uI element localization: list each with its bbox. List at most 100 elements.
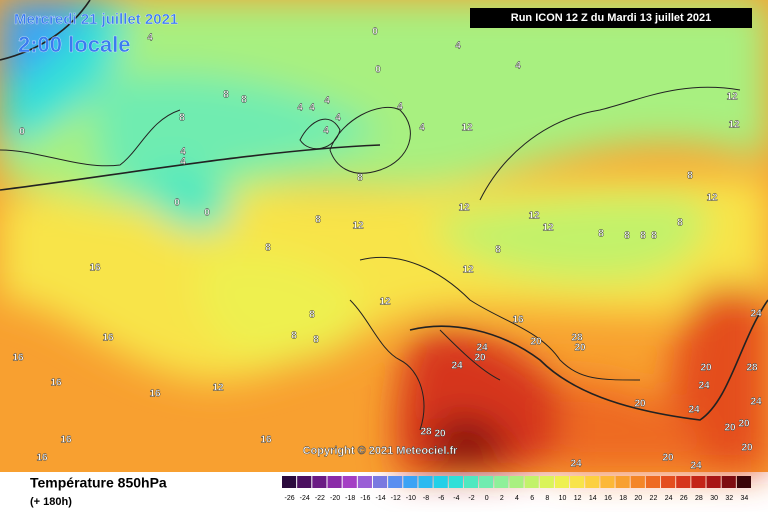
colorbar-tick-label: -12: [391, 495, 401, 502]
colorbar-tick-label: -6: [438, 495, 444, 502]
colorbar-tick-label: 6: [530, 495, 534, 502]
colorbar-swatch: [524, 476, 539, 488]
contour-label: 8: [315, 215, 321, 226]
contour-label: 12: [352, 221, 364, 232]
contour-label: 20: [738, 419, 750, 430]
colorbar-swatch: [736, 476, 751, 488]
contour-label: 20: [530, 337, 542, 348]
colorbar-swatch: [691, 476, 706, 488]
contour-label: 20: [700, 363, 712, 374]
colorbar-tick-label: 32: [725, 495, 733, 502]
colorbar-tick-label: -22: [315, 495, 325, 502]
contour-label: 8: [651, 231, 657, 242]
contour-label: 16: [102, 333, 114, 344]
contour-label: 16: [60, 435, 72, 446]
variable-label: Température 850hPa: [30, 475, 167, 491]
lead-time: (+ 180h): [30, 496, 72, 508]
colorbar-tick-label: 28: [695, 495, 703, 502]
contour-label: 16: [12, 353, 24, 364]
colorbar-swatch: [630, 476, 645, 488]
run-info: Run ICON 12 Z du Mardi 13 juillet 2021: [511, 12, 712, 24]
colorbar-tick-label: -2: [468, 495, 474, 502]
colorbar-swatch: [342, 476, 357, 488]
colorbar-tick-label: -20: [330, 495, 340, 502]
colorbar-swatch: [570, 476, 585, 488]
contour-label: 12: [528, 211, 540, 222]
contour-label: 8: [598, 229, 604, 240]
contour-label: 8: [313, 335, 319, 346]
colorbar-tick-label: 20: [634, 495, 642, 502]
run-box: [470, 8, 752, 28]
contour-label: 4: [324, 96, 330, 107]
contour-label: 12: [542, 223, 554, 234]
contour-label: 4: [419, 123, 425, 134]
colorbar-tick-label: 26: [680, 495, 688, 502]
contour-label: 16: [512, 315, 524, 326]
contour-label: 4: [180, 147, 186, 158]
contour-label: 8: [291, 331, 297, 342]
contour-label: 8: [223, 90, 229, 101]
colorbar-swatch: [494, 476, 509, 488]
contour-label: 24: [570, 459, 582, 470]
contour-label: 16: [89, 263, 101, 274]
contour-label: 8: [309, 310, 315, 321]
colorbar-swatch: [661, 476, 676, 488]
colorbar-swatch: [312, 476, 327, 488]
colorbar-tick-label: -14: [375, 495, 385, 502]
contour-label: 12: [461, 123, 473, 134]
contour-label: 20: [662, 453, 674, 464]
contour-label: 16: [149, 389, 161, 400]
contour-label: 12: [458, 203, 470, 214]
colorbar-tick-label: 18: [619, 495, 627, 502]
contour-label: 8: [265, 243, 271, 254]
colorbar-swatch: [539, 476, 554, 488]
contour-label: 8: [677, 218, 683, 229]
contour-label: 20: [434, 429, 446, 440]
contour-label: 16: [260, 435, 272, 446]
colorbar-tick-label: 4: [515, 495, 519, 502]
contour-label: 28: [420, 427, 432, 438]
colorbar-tick-label: 10: [559, 495, 567, 502]
contour-label: 8: [357, 173, 363, 184]
contour-label: 24: [690, 461, 702, 472]
colorbar-tick-label: 0: [485, 495, 489, 502]
contour-label: 16: [36, 453, 48, 464]
colorbar-tick-label: -16: [360, 495, 370, 502]
contour-label: 4: [515, 61, 521, 72]
colorbar-swatch: [282, 476, 297, 488]
colorbar-swatch: [585, 476, 600, 488]
contour-label: 24: [750, 309, 762, 320]
contour-label: 8: [179, 113, 185, 124]
contour-label: 8: [624, 231, 630, 242]
contour-label: 0: [204, 208, 210, 219]
forecast-date: Mercredi 21 juillet 2021: [14, 11, 178, 28]
colorbar-swatch: [448, 476, 463, 488]
colorbar-tick-label: -8: [423, 495, 429, 502]
forecast-time: 2:00 locale: [18, 32, 131, 57]
contour-label: 4: [323, 126, 329, 137]
colorbar-swatch: [372, 476, 388, 488]
contour-label: 12: [379, 297, 391, 308]
contour-label: 16: [50, 378, 62, 389]
colorbar-tick-label: -24: [300, 495, 310, 502]
copyright: Copyright © 2021 Meteociel.fr: [303, 445, 459, 457]
colorbar-swatch: [615, 476, 630, 488]
contour-label: 0: [372, 27, 378, 38]
contour-label: 12: [212, 383, 224, 394]
contour-label: 12: [726, 92, 738, 103]
contour-label: 4: [147, 33, 153, 44]
colorbar-swatch: [388, 476, 403, 488]
colorbar-swatch: [509, 476, 524, 488]
contour-label: 20: [574, 343, 586, 354]
colorbar-swatch: [600, 476, 615, 488]
colorbar-tick-label: 34: [741, 495, 749, 502]
colorbar-tick-label: 8: [545, 495, 549, 502]
contour-label: 0: [19, 127, 25, 138]
colorbar-swatch: [554, 476, 570, 488]
colorbar-tick-label: -26: [285, 495, 295, 502]
colorbar-swatch: [297, 476, 312, 488]
contour-label: 28: [746, 363, 758, 374]
colorbar-tick-label: -10: [406, 495, 416, 502]
contour-label: 24: [698, 381, 710, 392]
